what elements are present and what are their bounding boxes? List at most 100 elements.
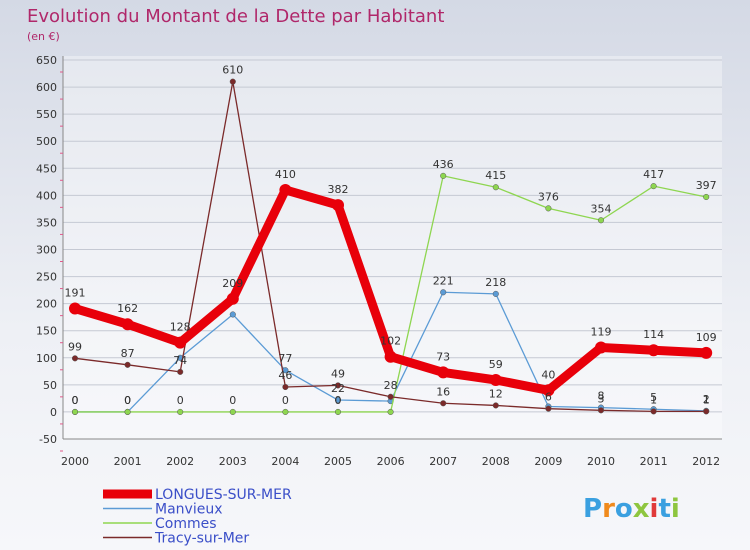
label-manvieux-2008: 218: [485, 276, 506, 289]
label-tracy-sur-mer-2009: 6: [545, 391, 552, 404]
label-commes-2003: 0: [229, 394, 236, 407]
legend-label-longues-sur-mer: LONGUES-SUR-MER: [155, 487, 292, 503]
label-commes-2001: 0: [124, 394, 131, 407]
point-tracy-sur-mer-2003: [229, 78, 236, 85]
series-lines: [69, 78, 713, 415]
point-longues-sur-mer-2004: [279, 183, 292, 196]
label-longues-sur-mer-2010: 119: [591, 325, 612, 338]
point-tracy-sur-mer-2008: [492, 402, 499, 409]
label-commes-2005: 0: [335, 394, 342, 407]
point-tracy-sur-mer-2005: [334, 382, 342, 389]
point-tracy-sur-mer-2002: [177, 368, 184, 375]
point-longues-sur-mer-2003: [226, 292, 239, 305]
y-tick-50: 50: [43, 379, 57, 392]
label-longues-sur-mer-2011: 114: [643, 328, 664, 341]
label-longues-sur-mer-2001: 162: [117, 302, 138, 315]
point-longues-sur-mer-2005: [332, 199, 344, 212]
y-tick-350: 350: [36, 216, 57, 229]
point-tracy-sur-mer-2000: [71, 355, 79, 362]
point-longues-sur-mer-2011: [647, 344, 660, 357]
chart-subtitle: (en €): [27, 30, 60, 43]
y-tick-600: 600: [36, 81, 57, 94]
point-commes-2001: [124, 408, 131, 415]
point-tracy-sur-mer-2006: [387, 393, 394, 400]
chart-title: Evolution du Montant de la Dette par Hab…: [27, 6, 444, 27]
label-manvieux-2012: 2: [703, 393, 710, 406]
legend: LONGUES-SUR-MERManvieuxCommesTracy-sur-M…: [103, 487, 292, 547]
legend-label-commes: Commes: [155, 516, 217, 532]
y-tick-400: 400: [36, 189, 57, 202]
point-manvieux-2005: [334, 396, 342, 404]
point-tracy-sur-mer-2012: [703, 408, 710, 415]
label-manvieux-2000: 0: [72, 394, 79, 407]
label-tracy-sur-mer-2011: 1: [650, 393, 657, 406]
label-commes-2011: 417: [643, 168, 664, 181]
point-longues-sur-mer-2009: [542, 384, 555, 397]
label-tracy-sur-mer-2002: 74: [173, 354, 187, 367]
label-tracy-sur-mer-2010: 3: [598, 392, 605, 405]
y-tick--50: -50: [39, 433, 57, 446]
x-tick-2006: 2006: [377, 455, 405, 468]
point-longues-sur-mer-2000: [69, 302, 81, 315]
label-longues-sur-mer-2000: 191: [65, 287, 86, 300]
label-tracy-sur-mer-2005: 49: [331, 367, 345, 380]
x-tick-2008: 2008: [482, 455, 510, 468]
label-commes-2008: 415: [485, 169, 506, 182]
x-tick-2005: 2005: [324, 455, 352, 468]
x-tick-2004: 2004: [271, 455, 299, 468]
logo-letter: o: [615, 494, 633, 524]
y-tick-300: 300: [36, 244, 57, 257]
y-tick-550: 550: [36, 108, 57, 121]
label-commes-2009: 376: [538, 190, 559, 203]
point-manvieux-2007: [440, 289, 447, 296]
label-tracy-sur-mer-2008: 12: [489, 387, 503, 400]
y-tick-100: 100: [36, 352, 57, 365]
label-longues-sur-mer-2007: 73: [436, 350, 450, 363]
label-longues-sur-mer-2012: 109: [696, 331, 717, 344]
point-longues-sur-mer-2008: [489, 373, 502, 386]
point-tracy-sur-mer-2004: [282, 383, 289, 391]
logo-letter: i: [671, 494, 680, 524]
label-manvieux-2010: 8: [598, 390, 605, 403]
label-longues-sur-mer-2004: 410: [275, 168, 296, 181]
point-manvieux-2003: [229, 311, 236, 318]
label-tracy-sur-mer-2012: 1: [703, 393, 710, 406]
label-longues-sur-mer-2008: 59: [489, 358, 503, 371]
label-manvieux-2011: 5: [650, 391, 657, 404]
x-tick-2012: 2012: [692, 455, 720, 468]
label-commes-2010: 354: [591, 202, 612, 215]
label-commes-2007: 436: [433, 158, 454, 171]
label-manvieux-2004: 77: [278, 352, 292, 365]
point-commes-2008: [492, 184, 499, 191]
y-tick-650: 650: [36, 54, 57, 67]
point-tracy-sur-mer-2010: [597, 407, 605, 414]
label-tracy-sur-mer-2001: 87: [121, 347, 135, 360]
point-tracy-sur-mer-2011: [650, 408, 657, 415]
label-commes-2002: 0: [177, 394, 184, 407]
legend-label-tracy-sur-mer: Tracy-sur-Mer: [154, 531, 249, 547]
logo-letter: P: [583, 494, 602, 524]
label-tracy-sur-mer-2003: 610: [222, 64, 243, 77]
point-commes-2010: [597, 217, 605, 224]
logo-letter: t: [658, 494, 670, 524]
label-tracy-sur-mer-2007: 16: [436, 385, 450, 398]
label-longues-sur-mer-2005: 382: [328, 183, 349, 196]
y-tick-0: 0: [50, 406, 57, 419]
plot-background: [63, 56, 722, 439]
logo-letter: r: [602, 494, 615, 524]
label-longues-sur-mer-2006: 102: [380, 335, 401, 348]
point-commes-2005: [334, 408, 342, 415]
proxiti-logo: Proxiti: [583, 494, 680, 524]
point-longues-sur-mer-2010: [595, 341, 607, 354]
y-tick-200: 200: [36, 298, 57, 311]
label-longues-sur-mer-2002: 128: [170, 321, 191, 334]
point-commes-2012: [703, 193, 710, 201]
point-tracy-sur-mer-2007: [440, 400, 447, 407]
label-commes-2004: 0: [282, 394, 289, 407]
logo-letter: i: [650, 494, 659, 524]
logo-letter: x: [633, 494, 650, 524]
x-tick-2002: 2002: [166, 455, 194, 468]
legend-label-manvieux: Manvieux: [155, 502, 222, 518]
label-commes-2000: 0: [72, 394, 79, 407]
